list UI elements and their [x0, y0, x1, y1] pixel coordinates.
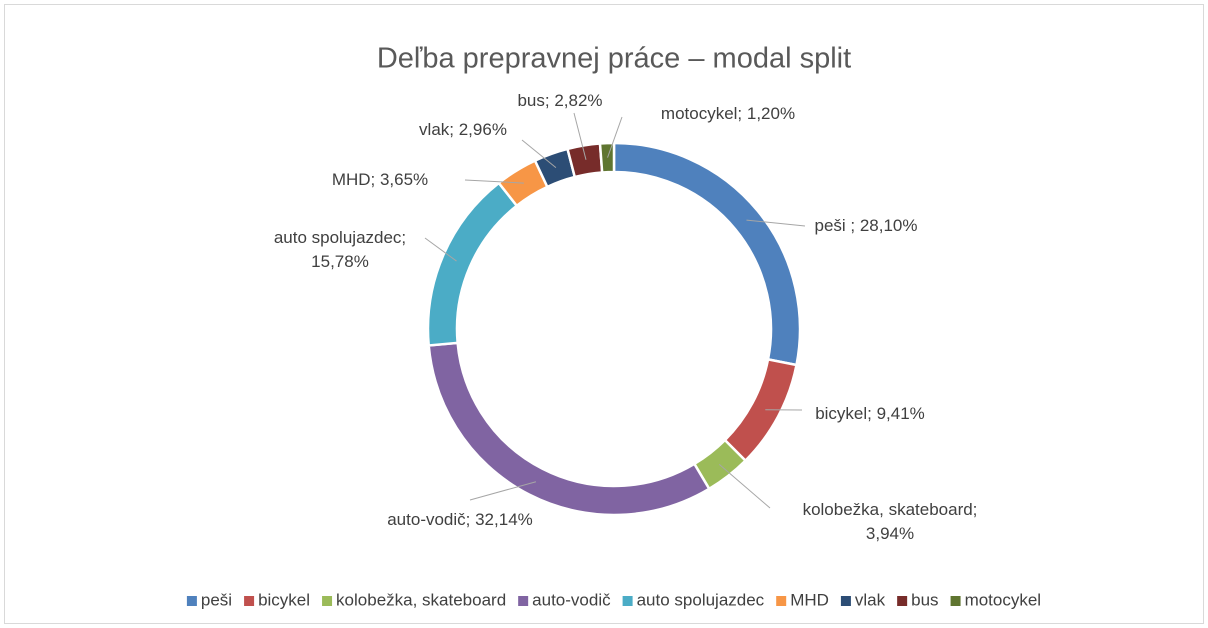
data-label: auto spolujazdec; 15,78% — [273, 228, 407, 271]
data-label: kolobežka, skateboard; 3,94% — [802, 500, 978, 543]
donut-segment — [565, 142, 604, 179]
leader-line — [464, 179, 524, 184]
legend-label: bus — [911, 590, 938, 609]
legend-swatch — [897, 596, 908, 606]
legend-swatch — [518, 596, 529, 606]
leader-line — [469, 481, 537, 501]
legend-label: vlak — [855, 590, 886, 609]
chart-title: Deľba prepravnej práce – modal split — [377, 43, 851, 75]
leader-line — [424, 237, 457, 262]
legend-swatch — [622, 596, 633, 606]
data-label: bicykel; 9,41% — [815, 404, 925, 423]
legend-swatch — [840, 596, 851, 606]
data-label: motocykel; 1,20% — [660, 104, 796, 123]
legend-label: kolobežka, skateboard — [336, 590, 506, 609]
legend-swatch — [244, 596, 255, 606]
legend-label: MHD — [790, 590, 829, 609]
legend-label: motocykel — [965, 590, 1042, 609]
leader-line — [573, 112, 587, 160]
data-label: auto-vodič; 32,14% — [387, 510, 533, 529]
donut-segment — [598, 141, 616, 174]
legend-label: bicykel — [258, 590, 310, 609]
leader-line — [607, 116, 623, 158]
data-label: peši ; 28,10% — [814, 216, 918, 235]
legend-swatch — [776, 596, 787, 606]
data-label: MHD; 3,65% — [331, 170, 429, 189]
legend-swatch — [322, 596, 333, 606]
legend-label: peši — [201, 590, 232, 609]
legend-label: auto-vodič — [532, 590, 611, 609]
data-label: bus; 2,82% — [517, 91, 603, 110]
legend-swatch — [950, 596, 961, 606]
legend-label: auto spolujazdec — [637, 590, 765, 609]
leader-line — [521, 139, 557, 169]
leader-line — [718, 464, 771, 509]
legend-swatch — [186, 596, 197, 606]
chart-frame — [4, 4, 1204, 624]
leader-line — [746, 219, 806, 227]
data-label: vlak; 2,96% — [419, 120, 507, 139]
